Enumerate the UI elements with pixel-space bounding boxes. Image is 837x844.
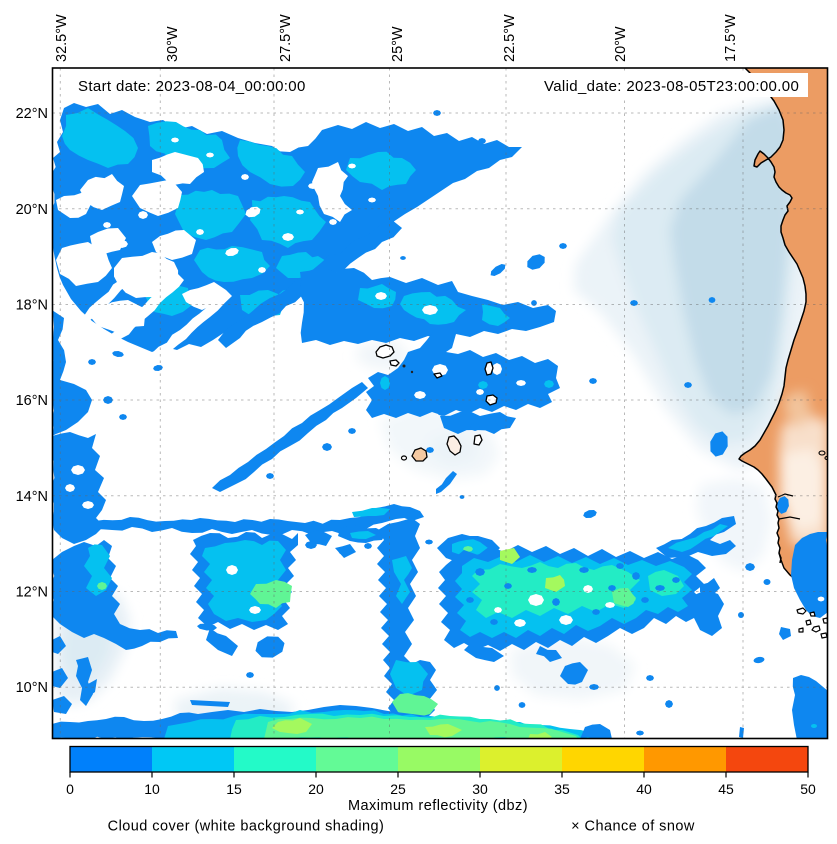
svg-text:45: 45 <box>718 781 734 797</box>
svg-text:16°N: 16°N <box>16 393 48 409</box>
svg-text:20: 20 <box>308 781 324 797</box>
svg-text:0: 0 <box>66 781 74 797</box>
svg-text:30: 30 <box>472 781 488 797</box>
svg-text:35: 35 <box>554 781 570 797</box>
svg-text:22.5°W: 22.5°W <box>502 14 518 62</box>
svg-text:10°N: 10°N <box>16 680 48 696</box>
svg-text:30°W: 30°W <box>165 26 181 62</box>
svg-text:Cloud cover (white background: Cloud cover (white background shading) <box>108 819 385 835</box>
svg-text:15: 15 <box>226 781 242 797</box>
svg-text:× Chance of snow: × Chance of snow <box>571 819 695 835</box>
svg-text:14°N: 14°N <box>16 489 48 505</box>
svg-text:20°W: 20°W <box>613 26 629 62</box>
svg-text:20°N: 20°N <box>16 202 48 218</box>
svg-text:Start date: 2023-08-04_00:00:0: Start date: 2023-08-04_00:00:00 <box>78 78 306 95</box>
svg-text:25°W: 25°W <box>390 26 406 62</box>
svg-text:17.5°W: 17.5°W <box>723 14 739 62</box>
svg-text:27.5°W: 27.5°W <box>278 14 294 62</box>
svg-text:32.5°W: 32.5°W <box>54 14 70 62</box>
svg-text:25: 25 <box>390 781 406 797</box>
svg-text:50: 50 <box>800 781 816 797</box>
svg-text:18°N: 18°N <box>16 298 48 314</box>
svg-text:Valid_date: 2023-08-05T23:00:0: Valid_date: 2023-08-05T23:00:00.00 <box>544 78 799 95</box>
svg-text:22°N: 22°N <box>16 106 48 122</box>
svg-text:40: 40 <box>636 781 652 797</box>
svg-text:10: 10 <box>144 781 160 797</box>
svg-text:12°N: 12°N <box>16 585 48 601</box>
svg-text:Maximum reflectivity (dbz): Maximum reflectivity (dbz) <box>348 798 528 814</box>
